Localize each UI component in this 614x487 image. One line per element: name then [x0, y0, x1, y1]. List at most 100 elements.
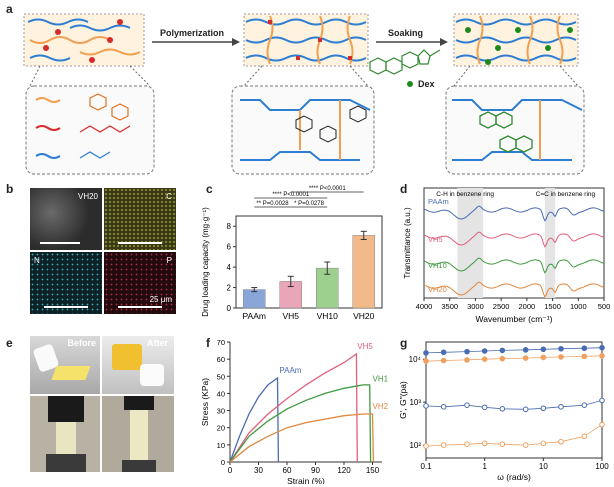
x-axis-label: Wavenumber (cm⁻¹): [476, 314, 553, 324]
ftir-line-VH5: [423, 231, 605, 248]
step-polymerization-label: Polymerization: [160, 28, 225, 38]
bar-PAAm: [243, 289, 266, 309]
x-tick-label: 4000: [416, 302, 433, 311]
clamp-top: [48, 396, 84, 422]
step-soaking-label: Soaking: [388, 28, 424, 38]
x-tick-label: 3000: [467, 302, 484, 311]
x-tick-label: VH20: [353, 311, 375, 321]
y-tick-label: 10²: [409, 441, 421, 450]
series-line: [425, 355, 603, 362]
x-tick-label: 60: [283, 466, 292, 475]
x-tick-label: 500: [598, 302, 610, 311]
data-point: [440, 349, 447, 356]
significance-label: ** P=0.0028: [256, 201, 289, 207]
data-point: [481, 348, 488, 354]
data-point: [499, 347, 506, 354]
y-axis-label: Drug loading capacity (mg·g⁻¹): [201, 207, 210, 317]
data-point: [423, 403, 429, 409]
dex-legend-label: Dex: [418, 79, 435, 89]
panel-label-f: f: [206, 336, 210, 350]
data-point: [481, 356, 488, 362]
bar-VH20: [352, 235, 375, 309]
y-tick-label: 10⁴: [409, 355, 422, 364]
y-tick-label: 40: [217, 389, 225, 398]
clamp-bottom: [46, 454, 86, 472]
sem-image: VH20: [30, 188, 102, 250]
data-point: [423, 358, 429, 364]
y-tick-label: 10³: [409, 398, 421, 407]
panel-label-e: e: [6, 336, 13, 350]
nitrogen-map: N: [30, 252, 102, 314]
y-tick-label: 30: [217, 407, 225, 416]
clamp-top: [124, 396, 154, 410]
x-tick-label: 2500: [493, 302, 510, 311]
gel-strip: [56, 422, 76, 454]
annotation-ch: C-H in benzene ring: [436, 191, 494, 198]
data-point: [599, 344, 605, 351]
y-tick-label: 6: [227, 243, 232, 252]
series-line: [425, 400, 603, 410]
x-axis-label: Strain (%): [287, 476, 325, 484]
data-point: [581, 433, 588, 440]
y-tick-label: 4: [227, 263, 232, 272]
panel-c-bar-chart: 0 2 4 6 8 PAAm VH5 VH10 VH20 Drug loading capacit…: [201, 186, 383, 321]
panel-f-stress-strain-chart: 0 30 60 90 120 150 0 10 20 30 40 50 60 70 Strain (%) St…: [200, 338, 389, 484]
tensile-photo-left: [30, 396, 100, 472]
series-label: PAAm: [428, 197, 449, 206]
series-label: VH10: [428, 261, 447, 270]
stress-line-VH5: [229, 352, 358, 463]
series-line: [425, 424, 603, 447]
vial-cap: [140, 364, 164, 386]
monomer-structures: [25, 85, 155, 175]
data-point: [540, 354, 547, 361]
stress-line-PAAm: [229, 376, 280, 463]
x-tick-label: VH10: [317, 311, 339, 321]
clamp-bottom: [122, 460, 156, 472]
data-point: [581, 345, 588, 352]
scale-label: 25 μm: [149, 295, 172, 304]
data-point: [522, 406, 529, 413]
data-point: [440, 357, 447, 364]
panel-a-scheme: [23, 13, 585, 175]
x-axis-label: ω (rad/s): [497, 472, 531, 482]
x-tick-label: 2000: [519, 302, 536, 311]
y-tick-label: 8: [227, 222, 232, 231]
hydrogel-after: [112, 344, 142, 370]
x-tick-label: 0.1: [420, 462, 432, 471]
data-point: [540, 405, 547, 412]
x-tick-label: 0: [228, 466, 233, 475]
data-point: [499, 406, 506, 412]
sem-tile-label: VH20: [77, 192, 98, 201]
y-tick-label: 50: [217, 372, 225, 381]
after-photo: After: [102, 336, 174, 394]
data-point: [558, 345, 564, 352]
data-point: [499, 441, 506, 448]
y-tick-label: 60: [217, 355, 225, 364]
series-label: VH10: [373, 374, 389, 383]
band-ch: [457, 188, 484, 298]
series-label: PAAm: [279, 366, 301, 375]
series-line: [425, 347, 603, 354]
scale-bar: [118, 306, 162, 308]
y-tick-label: 20: [217, 424, 225, 433]
y-axis-label: G′, G″(pa): [398, 381, 408, 419]
data-point: [481, 440, 488, 447]
carbon-map: C: [104, 188, 176, 250]
annotation-cc: C=C in benzene ring: [536, 191, 596, 198]
data-point: [558, 354, 564, 360]
y-axis-label: Transmittance (a.u.): [403, 207, 412, 279]
data-point: [558, 403, 564, 410]
series-label: VH20: [428, 285, 447, 294]
data-point: [599, 421, 605, 428]
x-tick-label: 30: [254, 466, 263, 475]
plot-frame: [235, 215, 383, 309]
data-point: [499, 355, 506, 362]
carbon-tile-label: C: [166, 192, 172, 201]
monomer-box: [23, 13, 145, 67]
data-point: [599, 397, 605, 404]
phosphorus-tile-label: P: [166, 256, 172, 265]
data-point: [522, 442, 529, 448]
data-point: [464, 402, 470, 408]
gel-strip-stretched: [130, 410, 148, 460]
